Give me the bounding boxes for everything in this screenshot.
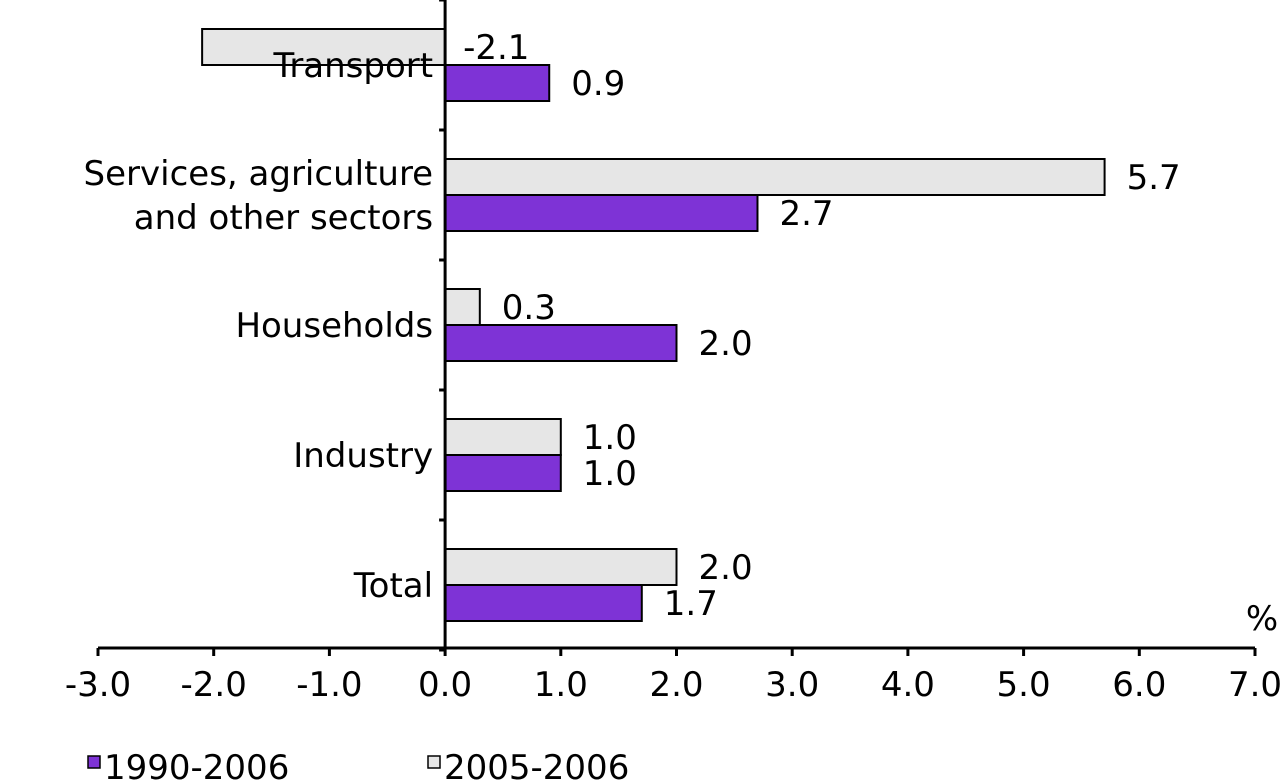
category-label-total: Total (353, 566, 433, 606)
x-tick-label: 5.0 (997, 665, 1051, 705)
x-axis-unit-label: % (1246, 599, 1278, 639)
data-label-2005-2006-total: 2.0 (699, 548, 753, 588)
data-label-1990-2006-households: 2.0 (699, 324, 753, 364)
x-tick-label: -1.0 (296, 665, 362, 705)
labels-layer: -2.1 0.9 Transport 5.7 2.7 Services, agricult… (84, 28, 1181, 624)
axes-layer: -3.0 -2.0 -1.0 0.0 1.0 2.0 3.0 4.0 5.0 6.0 7.0 (65, 0, 1282, 705)
data-label-1990-2006-transport: 0.9 (571, 64, 625, 104)
bar-2005-2006-households (444, 288, 481, 326)
bar-1990-2006-households (444, 324, 678, 362)
x-tick-label: 6.0 (1112, 665, 1166, 705)
category-label-transport: Transport (273, 46, 434, 86)
data-label-1990-2006-industry: 1.0 (583, 454, 637, 494)
category-label-services-agriculture-and-other-sectors-line-1: Services, agriculture (84, 154, 434, 194)
bar-2005-2006-industry (444, 418, 562, 456)
legend-swatch-2005-2006 (427, 755, 441, 769)
x-tick-label: 3.0 (765, 665, 819, 705)
x-tick-label: 4.0 (881, 665, 935, 705)
category-label-industry: Industry (293, 436, 433, 476)
category-label-services-agriculture-and-other-sectors-line-2: and other sectors (134, 198, 433, 238)
bar-2005-2006-transport (201, 28, 447, 66)
x-tick-label: -3.0 (65, 665, 131, 705)
category-label-households: Households (235, 306, 433, 346)
bar-2005-2006-services-agriculture-and-other-sectors (444, 158, 1106, 196)
legend-swatch-1990-2006 (87, 755, 101, 769)
x-tick-label: 2.0 (649, 665, 703, 705)
bar-1990-2006-transport (444, 64, 551, 102)
legend-label-1990-2006: 1990-2006 (104, 748, 289, 782)
bar-2005-2006-total (444, 548, 678, 586)
x-tick-label: -2.0 (181, 665, 247, 705)
data-label-1990-2006-total: 1.7 (664, 584, 718, 624)
bar-1990-2006-services-agriculture-and-other-sectors (444, 194, 759, 232)
bar-1990-2006-industry (444, 454, 562, 492)
data-label-2005-2006-transport: -2.1 (463, 28, 529, 68)
data-label-1990-2006-services-agriculture-and-other-sectors: 2.7 (779, 194, 833, 234)
x-tick-label: 0.0 (418, 665, 472, 705)
data-label-2005-2006-industry: 1.0 (583, 418, 637, 458)
legend: 1990-2006 2005-2006 (87, 748, 629, 782)
x-tick-label: 1.0 (534, 665, 588, 705)
bar-1990-2006-total (444, 584, 643, 622)
legend-label-2005-2006: 2005-2006 (444, 748, 629, 782)
bars-layer (201, 28, 1106, 622)
x-tick-label: 7.0 (1228, 665, 1282, 705)
data-label-2005-2006-households: 0.3 (502, 288, 556, 328)
data-label-2005-2006-services-agriculture-and-other-sectors: 5.7 (1127, 158, 1181, 198)
